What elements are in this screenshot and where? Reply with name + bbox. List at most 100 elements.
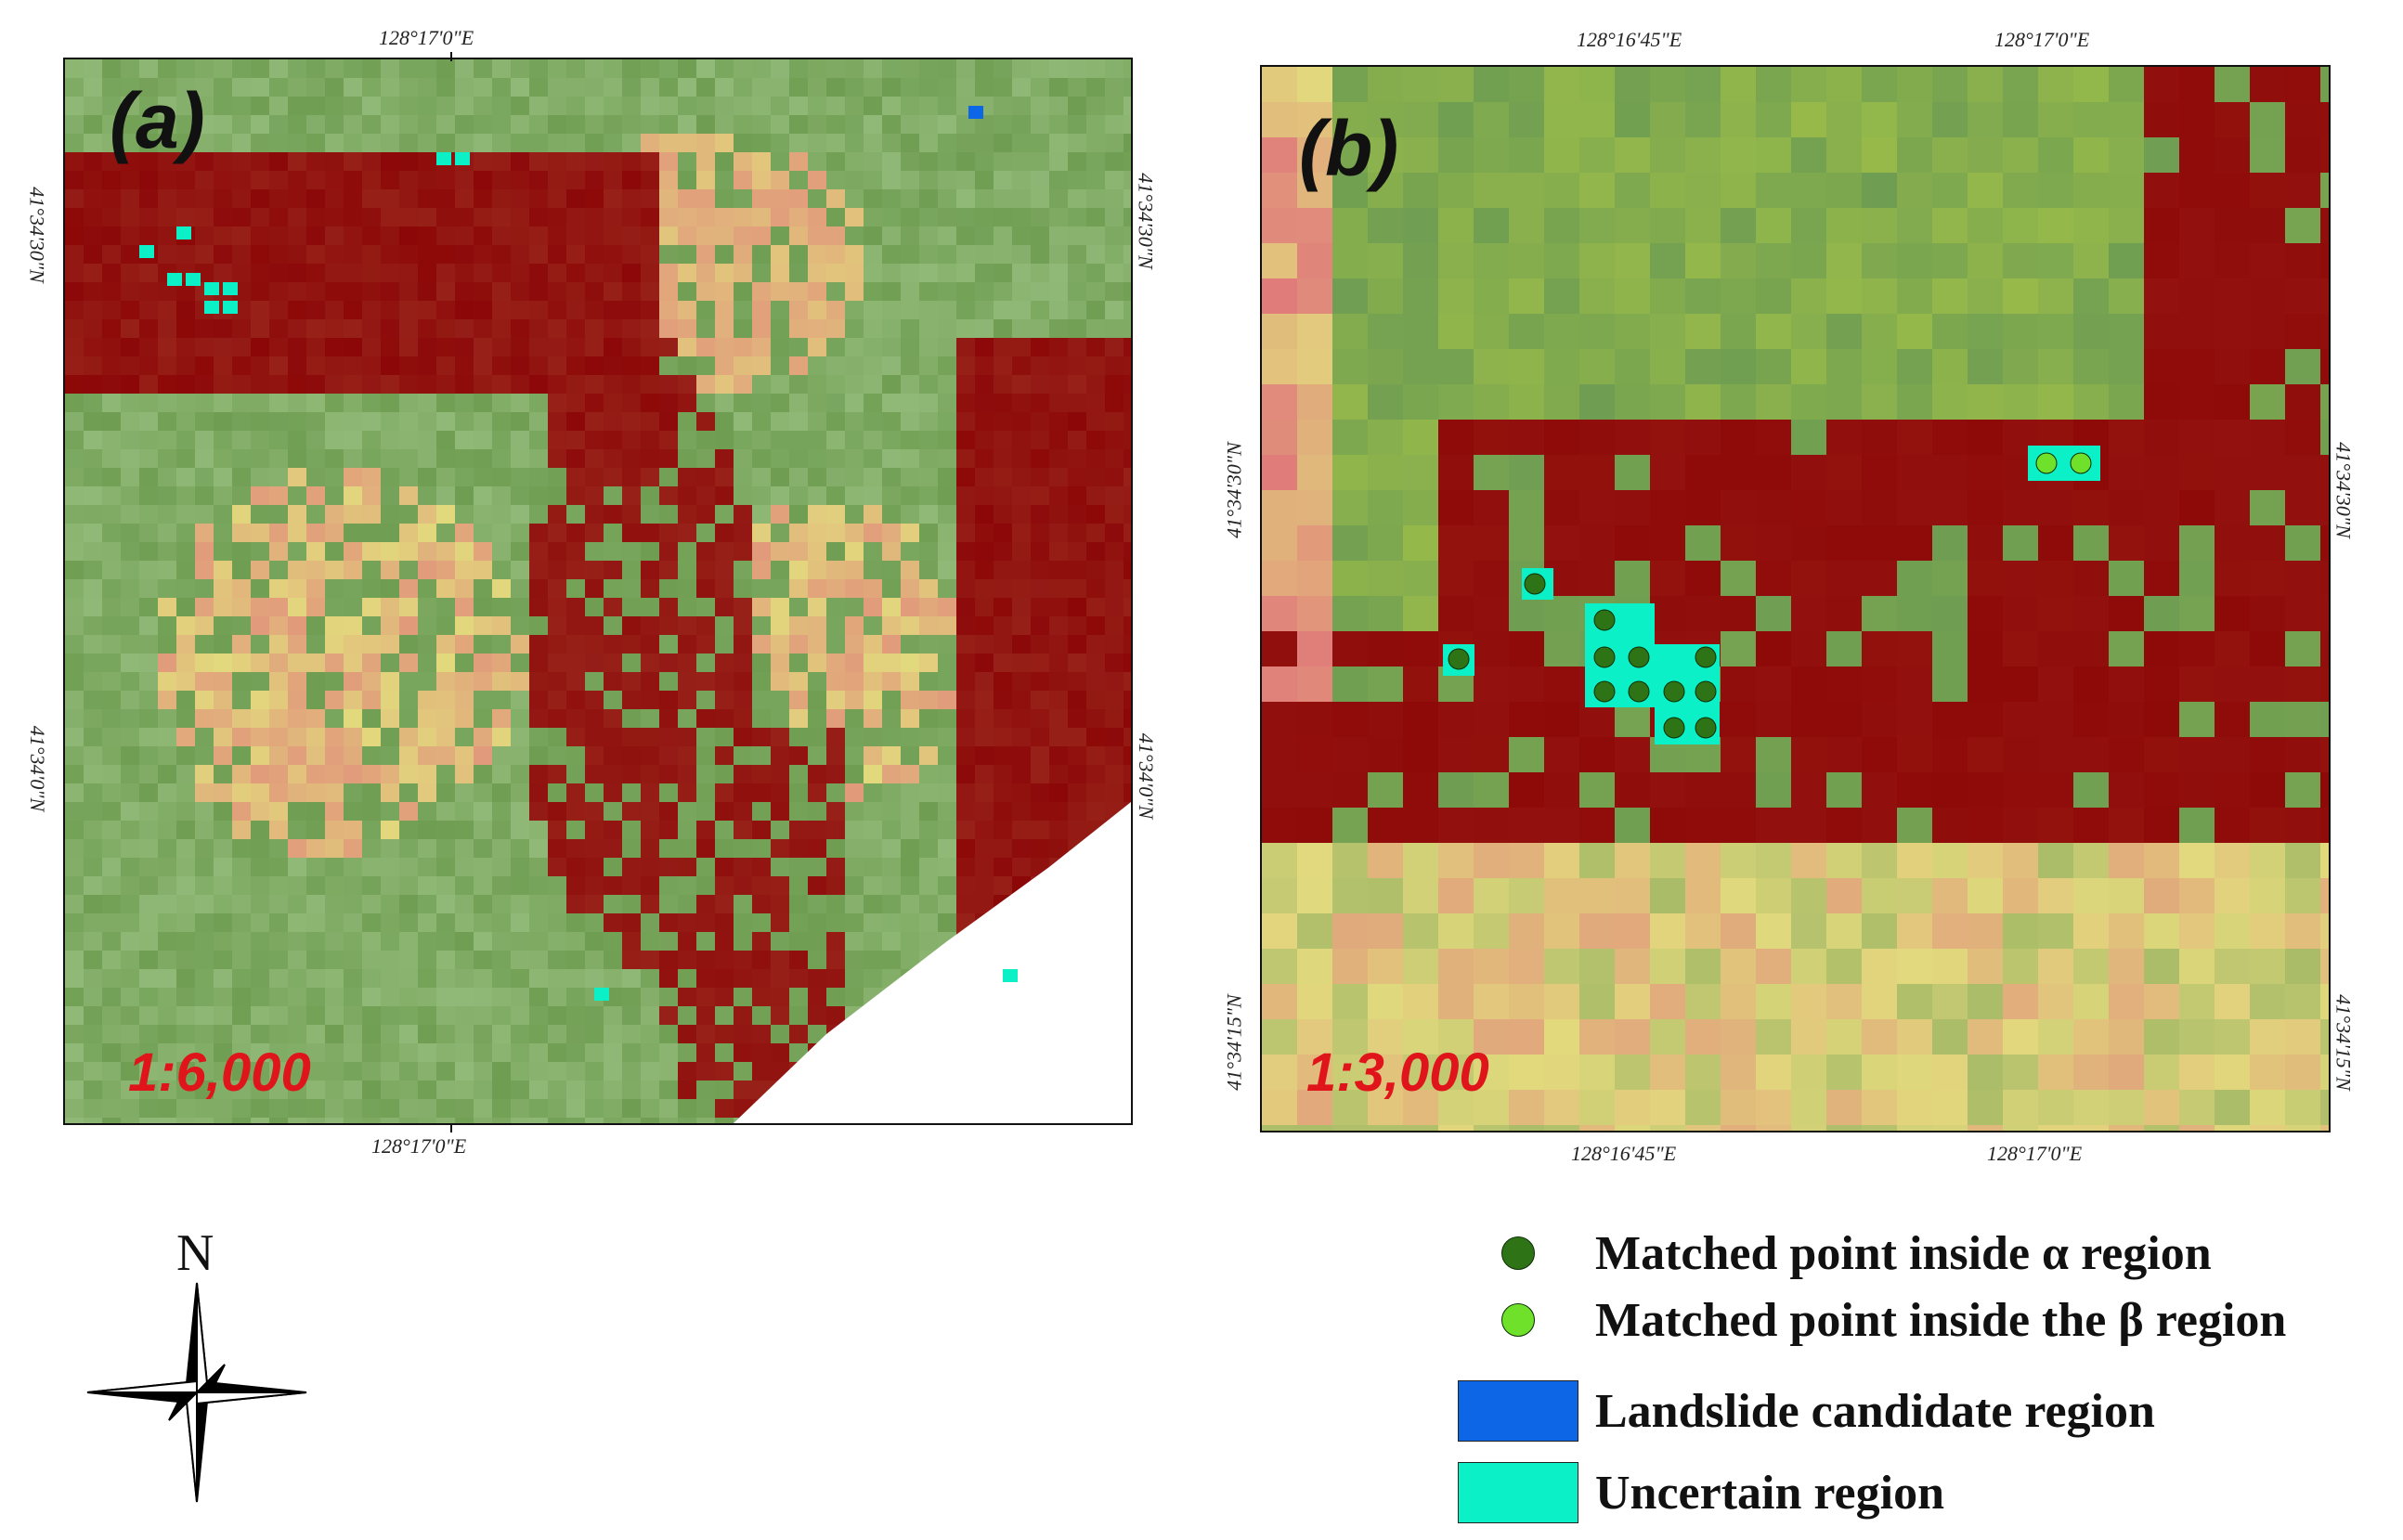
raster-cell — [1438, 102, 1474, 137]
raster-cell — [1403, 1125, 1438, 1131]
raster-cell — [158, 783, 176, 802]
raster-cell — [65, 765, 84, 783]
raster-cell — [882, 709, 901, 728]
raster-cell — [1105, 245, 1124, 264]
raster-cell — [715, 579, 734, 598]
raster-cell — [901, 115, 919, 134]
raster-cell — [362, 932, 381, 951]
raster-cell — [734, 783, 752, 802]
raster-cell — [585, 969, 604, 988]
raster-cell — [1124, 319, 1131, 338]
raster-cell — [2250, 525, 2285, 561]
raster-cell — [84, 1043, 102, 1062]
raster-cell — [65, 783, 84, 802]
raster-cell — [585, 226, 604, 245]
raster-cell — [344, 561, 362, 579]
raster-cell — [65, 115, 84, 134]
raster-cell — [381, 951, 399, 969]
raster-cell — [418, 672, 436, 691]
raster-cell — [139, 97, 158, 115]
raster-cell — [1721, 349, 1756, 384]
raster-cell — [1968, 666, 2003, 702]
raster-cell — [919, 245, 938, 264]
raster-cell — [622, 951, 641, 969]
raster-cell — [344, 431, 362, 449]
raster-cell — [994, 728, 1012, 746]
raster-cell — [84, 282, 102, 301]
raster-cell — [269, 988, 288, 1006]
raster-cell — [622, 913, 641, 932]
raster-cell — [269, 672, 288, 691]
raster-cell — [548, 728, 566, 746]
raster-cell — [771, 1043, 789, 1062]
raster-cell — [641, 709, 659, 728]
raster-cell — [1685, 102, 1721, 137]
raster-cell — [1332, 702, 1368, 737]
raster-cell — [919, 839, 938, 858]
raster-cell — [381, 988, 399, 1006]
raster-cell — [1579, 455, 1615, 490]
raster-cell — [232, 746, 251, 765]
raster-cell — [176, 301, 195, 319]
raster-cell — [548, 505, 566, 524]
raster-cell — [288, 78, 306, 97]
raster-cell — [344, 1025, 362, 1043]
raster-cell — [975, 616, 994, 635]
raster-cell — [158, 301, 176, 319]
raster-cell — [139, 728, 158, 746]
raster-cell — [176, 1006, 195, 1025]
raster-cell — [232, 449, 251, 468]
raster-cell — [1685, 878, 1721, 913]
raster-cell — [1105, 746, 1124, 765]
raster-cell — [1031, 765, 1049, 783]
raster-cell — [269, 319, 288, 338]
raster-cell — [994, 468, 1012, 486]
raster-cell — [659, 561, 678, 579]
raster-cell — [2179, 808, 2215, 843]
raster-cell — [158, 616, 176, 635]
raster-cell — [529, 431, 548, 449]
raster-cell — [1968, 243, 2003, 278]
raster-cell — [715, 468, 734, 486]
raster-cell — [548, 152, 566, 171]
raster-cell — [1124, 542, 1131, 561]
raster-cell — [622, 839, 641, 858]
raster-cell — [511, 1062, 529, 1081]
raster-cell — [1068, 115, 1086, 134]
raster-cell — [882, 412, 901, 431]
north-label: N — [176, 1224, 214, 1282]
raster-cell — [2320, 913, 2329, 949]
raster-cell — [1862, 596, 1897, 631]
raster-cell — [1579, 984, 1615, 1019]
raster-cell — [659, 635, 678, 654]
raster-cell — [492, 654, 511, 672]
raster-cell — [2250, 1125, 2285, 1131]
raster-cell — [269, 654, 288, 672]
raster-cell — [306, 672, 325, 691]
raster-cell — [1086, 59, 1105, 78]
raster-cell — [1031, 226, 1049, 245]
raster-cell — [2179, 173, 2215, 208]
raster-cell — [139, 839, 158, 858]
raster-cell — [678, 301, 696, 319]
raster-cell — [938, 691, 956, 709]
raster-cell — [2250, 173, 2285, 208]
raster-cell — [2003, 278, 2038, 314]
raster-cell — [826, 301, 845, 319]
raster-cell — [1862, 490, 1897, 525]
raster-cell — [678, 821, 696, 839]
raster-cell — [102, 1081, 121, 1099]
raster-cell — [529, 783, 548, 802]
raster-cell — [641, 839, 659, 858]
raster-cell — [362, 542, 381, 561]
raster-cell — [715, 171, 734, 189]
raster-cell — [529, 802, 548, 821]
raster-cell — [752, 821, 771, 839]
raster-cell — [288, 412, 306, 431]
raster-cell — [1297, 878, 1332, 913]
raster-cell — [1105, 672, 1124, 691]
raster-cell — [362, 226, 381, 245]
raster-cell — [585, 319, 604, 338]
raster-cell — [418, 1099, 436, 1118]
raster-cell — [826, 561, 845, 579]
